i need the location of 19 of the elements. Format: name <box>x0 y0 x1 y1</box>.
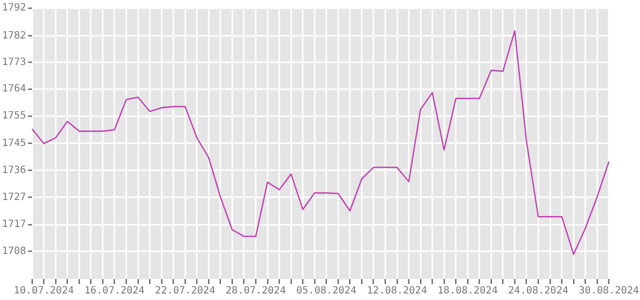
x-tick-label: 28.07.2024 <box>226 286 286 297</box>
y-tick-label: 1792 <box>2 2 26 14</box>
x-tick-label: 16.07.2024 <box>84 286 145 297</box>
y-tick-label: 1727 <box>2 192 26 203</box>
x-tick-label: 22.07.2024 <box>155 286 216 297</box>
y-tick-label: 1745 <box>2 138 26 149</box>
y-tick-label: 1717 <box>2 219 26 230</box>
x-tick-label: 05.08.2024 <box>296 286 356 297</box>
x-tick-label: 10.07.2024 <box>14 286 74 297</box>
x-tick-label: 30.08.2024 <box>578 286 640 297</box>
y-tick-label: 1736 <box>2 164 26 176</box>
x-tick-label: 24.08.2024 <box>508 286 568 297</box>
y-tick-label: 1755 <box>2 110 26 122</box>
y-tick-label: 1764 <box>2 84 26 95</box>
x-tick-label: 18.08.2024 <box>438 286 498 297</box>
y-tick-label: 1708 <box>2 246 26 258</box>
y-tick-label: 1773 <box>2 56 26 68</box>
y-tick-label: 1782 <box>2 30 26 42</box>
x-tick-label: 12.08.2024 <box>366 286 428 297</box>
